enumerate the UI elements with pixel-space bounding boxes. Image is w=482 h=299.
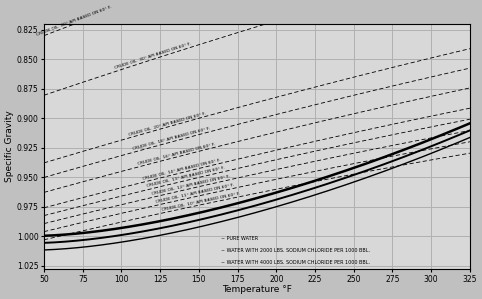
Text: CRUDE OIL  40° API BASED ON 60° F.: CRUDE OIL 40° API BASED ON 60° F. (36, 5, 112, 37)
Text: CRUDE OIL  13° API BASED ON 60° F.: CRUDE OIL 13° API BASED ON 60° F. (146, 166, 225, 188)
Text: CRUDE OIL  30° API BASED ON 60° F.: CRUDE OIL 30° API BASED ON 60° F. (114, 42, 191, 70)
Text: CRUDE OIL  14° API BASED ON 60° F.: CRUDE OIL 14° API BASED ON 60° F. (142, 158, 221, 181)
Text: ~ WATER WITH 2000 LBS. SODIUM CHLORIDE PER 1000 BBL.: ~ WATER WITH 2000 LBS. SODIUM CHLORIDE P… (221, 248, 370, 253)
Text: CRUDE OIL  18° API BASED ON 60° F.: CRUDE OIL 18° API BASED ON 60° F. (133, 126, 211, 151)
Y-axis label: Specific Gravity: Specific Gravity (5, 111, 14, 182)
Text: CRUDE OIL  16° API BASED ON 60° F.: CRUDE OIL 16° API BASED ON 60° F. (138, 142, 216, 165)
Text: CRUDE OIL  12° API BASED ON 60° F.: CRUDE OIL 12° API BASED ON 60° F. (151, 174, 230, 196)
Text: CRUDE OIL  20° API BASED ON 60° F.: CRUDE OIL 20° API BASED ON 60° F. (128, 111, 206, 136)
Text: ~ PURE WATER: ~ PURE WATER (221, 236, 258, 241)
X-axis label: Temperature °F: Temperature °F (222, 285, 292, 294)
Text: ~ WATER WITH 4000 LBS. SODIUM CHLORIDE PER 1000 BBL.: ~ WATER WITH 4000 LBS. SODIUM CHLORIDE P… (221, 260, 370, 265)
Text: CRUDE OIL  11° API BASED ON 60° F.: CRUDE OIL 11° API BASED ON 60° F. (156, 183, 235, 204)
Text: CRUDE OIL  10° API BASED ON 60° F.: CRUDE OIL 10° API BASED ON 60° F. (161, 191, 240, 212)
